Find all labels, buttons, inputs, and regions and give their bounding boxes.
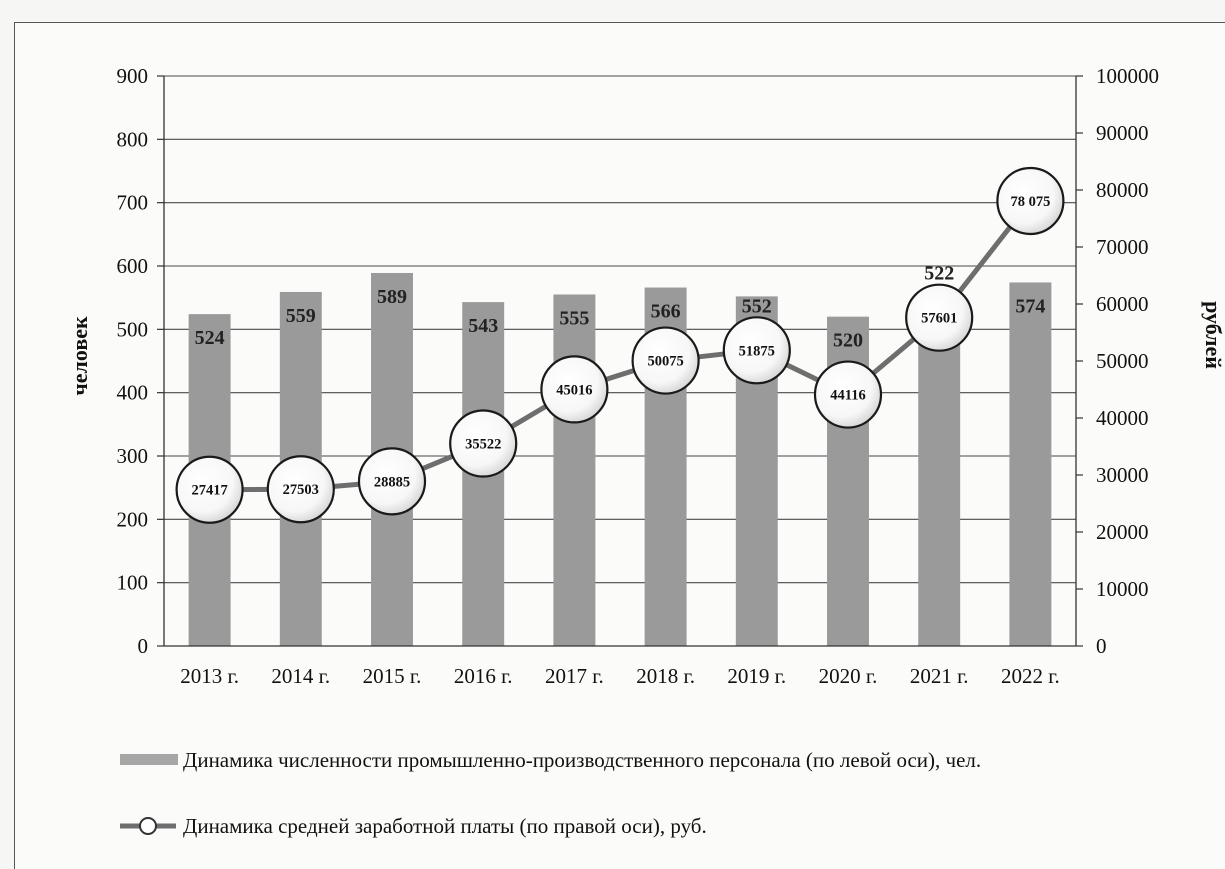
y-left-tick-label: 0 <box>138 634 149 658</box>
line-point-marker <box>540 355 609 424</box>
y-right-tick-label: 30000 <box>1096 463 1149 487</box>
line-point-marker <box>813 360 883 429</box>
bar-value-label: 555 <box>559 308 589 330</box>
legend-line-label: Динамика средней заработной платы (по пр… <box>183 814 707 838</box>
x-tick-label: 2016 г. <box>454 664 513 688</box>
data-labels: 524 559 589 543 555 566 552 520 522 574 27417 27503… <box>175 166 1065 524</box>
line-point-marker <box>266 455 335 524</box>
bar-value-label: 566 <box>651 301 681 323</box>
y-left-tick-label: 500 <box>117 317 149 341</box>
line-point-label: 51875 <box>739 343 775 359</box>
line-point-marker <box>905 283 974 352</box>
line-point-marker <box>722 316 791 385</box>
bar <box>553 294 596 646</box>
bar-value-label: 543 <box>468 315 498 337</box>
y-right-tick-label: 90000 <box>1096 121 1149 145</box>
y-left-tick-label: 700 <box>117 191 149 215</box>
line-point-label: 78 075 <box>1010 194 1050 210</box>
line-path <box>209 199 1033 493</box>
line-point-label: 45016 <box>556 382 592 398</box>
line-point-label: 27503 <box>283 482 319 498</box>
y-left-tick-label: 300 <box>117 444 149 468</box>
bar-value-label: 589 <box>377 286 407 308</box>
line-point-marker <box>631 326 700 395</box>
x-tick-label: 2017 г. <box>545 664 604 688</box>
line-point-label: 44116 <box>830 388 865 404</box>
y-right-tick-label: 0 <box>1096 634 1107 658</box>
y-right-tick-label: 100000 <box>1096 64 1159 88</box>
line-series <box>209 199 1033 493</box>
legend: Динамика численности промышленно-произво… <box>120 748 981 838</box>
y-left-tick-label: 200 <box>117 507 149 531</box>
y-right-tick-label: 70000 <box>1096 235 1149 259</box>
line-point-marker <box>449 409 518 478</box>
y-left-tick-label: 800 <box>117 127 149 151</box>
bar <box>918 315 961 646</box>
legend-bar-label: Динамика численности промышленно-произво… <box>183 748 981 772</box>
x-tick-label: 2018 г. <box>636 664 695 688</box>
legend-bar-swatch <box>120 754 178 765</box>
line-point-marker <box>996 166 1065 236</box>
y-right-tick-label: 50000 <box>1096 349 1149 373</box>
bar-value-label: 522 <box>924 263 954 285</box>
line-point-label: 28885 <box>374 474 410 490</box>
y-right-tick-label: 80000 <box>1096 178 1149 202</box>
y-axis-right-title: рублей <box>1201 301 1225 369</box>
x-tick-label: 2015 г. <box>363 664 422 688</box>
line-point-marker <box>175 455 244 524</box>
y-left-tick-label: 900 <box>117 64 149 88</box>
y-right-tick-label: 20000 <box>1096 520 1149 544</box>
x-tick-label: 2014 г. <box>271 664 330 688</box>
x-tick-label: 2022 г. <box>1001 664 1060 688</box>
y-left-tick-label: 400 <box>117 381 149 405</box>
bar-value-label: 552 <box>742 295 772 317</box>
line-point-label: 57601 <box>921 311 957 327</box>
legend-line-marker <box>139 817 157 835</box>
y-left-tick-label: 600 <box>117 254 149 278</box>
line-point-label: 35522 <box>465 437 501 453</box>
line-point-label: 50075 <box>647 354 683 370</box>
y-right-tick-label: 10000 <box>1096 577 1149 601</box>
line-point-marker <box>357 447 427 516</box>
y-right-tick-label: 40000 <box>1096 406 1149 430</box>
x-tick-label: 2013 г. <box>180 664 239 688</box>
x-tick-label: 2020 г. <box>819 664 878 688</box>
bar-value-label: 520 <box>833 330 863 352</box>
line-point-label: 27417 <box>191 483 227 499</box>
x-tick-label: 2019 г. <box>727 664 786 688</box>
bar-value-label: 524 <box>195 327 225 349</box>
y-right-tick-label: 60000 <box>1096 292 1149 316</box>
bar-value-label: 559 <box>286 305 316 327</box>
bar-value-label: 574 <box>1015 295 1045 317</box>
y-axis-left-title: человек <box>67 316 92 396</box>
axes: 0 100 200 300 400 500 600 700 800 900 0 10000 20000 3… <box>117 64 1160 688</box>
y-left-tick-label: 100 <box>117 571 149 595</box>
bar <box>1009 282 1052 646</box>
x-tick-label: 2021 г. <box>910 664 969 688</box>
